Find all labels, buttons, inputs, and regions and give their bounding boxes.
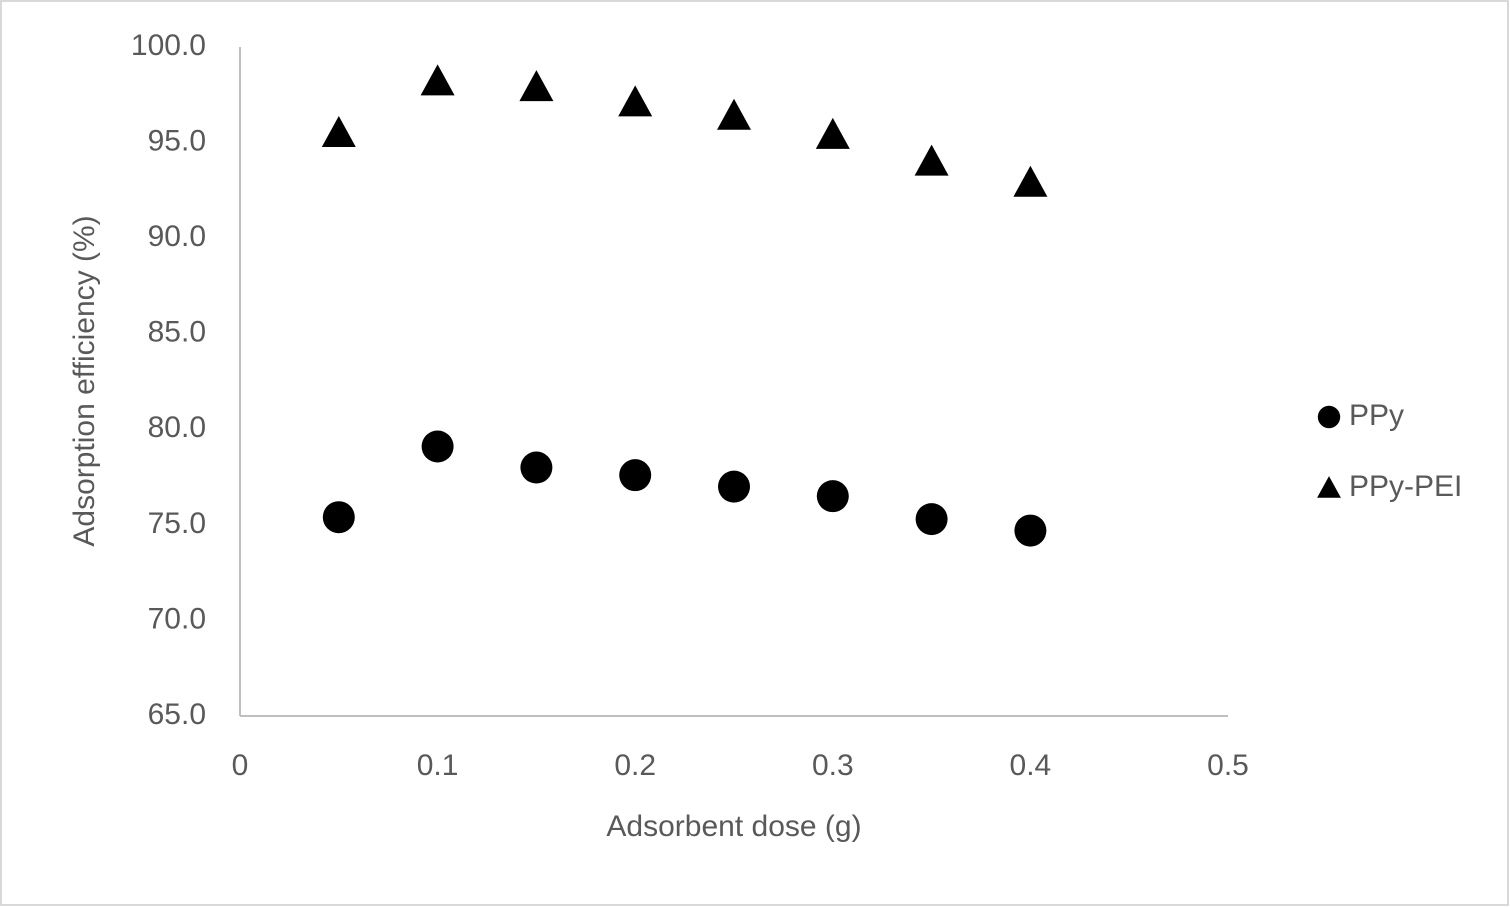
- data-point: [520, 451, 553, 484]
- y-tick-label: 70.0: [148, 602, 206, 635]
- y-tick-label: 85.0: [148, 316, 206, 349]
- data-point: [1013, 165, 1048, 197]
- data-point: [420, 64, 455, 96]
- y-tick-label: 75.0: [148, 507, 206, 540]
- legend-label: PPy-PEI: [1349, 470, 1462, 503]
- y-tick-label: 95.0: [148, 124, 206, 157]
- x-tick-label: 0.2: [614, 749, 656, 782]
- data-point: [915, 503, 948, 536]
- legend-label: PPy: [1349, 399, 1404, 432]
- data-point: [322, 501, 355, 534]
- data-point: [519, 70, 554, 102]
- data-point: [914, 144, 949, 176]
- data-point: [421, 430, 454, 463]
- data-point: [1014, 514, 1047, 547]
- x-tick-label: 0.3: [812, 749, 854, 782]
- x-tick-label: 0.1: [417, 749, 459, 782]
- y-tick-label: 90.0: [148, 220, 206, 253]
- legend-marker: [1317, 405, 1341, 429]
- x-axis-title: Adsorbent dose (g): [606, 810, 861, 843]
- data-point: [718, 470, 750, 503]
- y-tick-label: 100.0: [131, 29, 206, 62]
- y-axis-title: Adsorption efficiency (%): [68, 215, 101, 546]
- x-tick-label: 0.5: [1207, 749, 1249, 782]
- data-point: [815, 117, 850, 149]
- x-tick-label: 0.4: [1010, 749, 1052, 782]
- data-point: [816, 480, 849, 513]
- y-tick-label: 80.0: [148, 411, 206, 444]
- data-point: [619, 459, 652, 492]
- x-tick-label: 0: [232, 749, 249, 782]
- y-tick-label: 65.0: [148, 698, 206, 731]
- data-point: [618, 85, 653, 117]
- data-point: [717, 98, 751, 130]
- legend-marker: [1317, 476, 1341, 498]
- data-point: [321, 116, 356, 148]
